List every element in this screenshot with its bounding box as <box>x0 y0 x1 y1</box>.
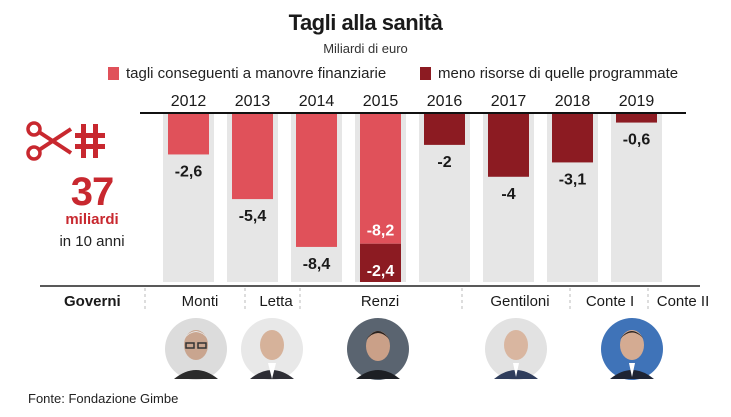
total-unit: miliardi <box>65 211 119 228</box>
chart-title: Tagli alla sanità <box>288 10 443 35</box>
year-label-2019: 2019 <box>619 93 655 110</box>
legend-label-less-resources: meno risorse di quelle programmate <box>438 65 679 82</box>
year-label-2015: 2015 <box>363 93 399 110</box>
source-note: Fonte: Fondazione Gimbe <box>28 391 179 406</box>
data-label-less-resources-2015: -2,4 <box>367 263 395 280</box>
portrait-conte <box>601 318 663 380</box>
bar-less-resources-2016 <box>424 113 465 145</box>
data-label-less-resources-2016: -2 <box>437 154 451 171</box>
bar-less-resources-2018 <box>552 113 593 163</box>
data-label-cuts-2012: -2,6 <box>175 163 203 180</box>
year-label-2017: 2017 <box>491 93 527 110</box>
government-gentiloni: Gentiloni <box>490 293 550 310</box>
year-label-2014: 2014 <box>299 93 335 110</box>
data-label-less-resources-2017: -4 <box>501 186 515 203</box>
bar-less-resources-2019 <box>616 113 657 123</box>
government-conte-ii: Conte II <box>656 293 710 310</box>
portrait-gentiloni <box>485 318 547 380</box>
year-label-2016: 2016 <box>427 93 463 110</box>
legend-label-cuts: tagli conseguenti a manovre finanziarie <box>126 65 387 82</box>
total-period: in 10 anni <box>59 233 125 250</box>
data-label-less-resources-2019: -0,6 <box>623 132 651 149</box>
year-label-2018: 2018 <box>555 93 591 110</box>
data-label-cuts-2013: -5,4 <box>239 208 267 225</box>
scissors-cross-icon <box>26 121 105 161</box>
legend-swatch-cuts <box>108 67 119 80</box>
governments-label: Governi <box>64 293 121 310</box>
legend-item-less-resources: meno risorse di quelle programmate <box>420 65 678 82</box>
bar-cuts-2012 <box>168 113 209 155</box>
bar-cuts-2013 <box>232 113 273 200</box>
portrait-renzi <box>347 318 409 380</box>
bar-less-resources-2015 <box>360 243 401 282</box>
bar-cuts-2015 <box>360 113 401 244</box>
year-label-2013: 2013 <box>235 93 271 110</box>
portrait-letta <box>241 318 303 380</box>
total-value: 37 <box>70 170 115 214</box>
government-letta: Letta <box>259 293 293 310</box>
year-label-2012: 2012 <box>171 93 207 110</box>
data-label-cuts-2014: -8,4 <box>303 256 331 273</box>
portrait-monti <box>165 318 227 380</box>
chart-subtitle: Miliardi di euro <box>323 41 408 56</box>
legend-swatch-less-resources <box>420 67 431 80</box>
government-renzi: Renzi <box>360 293 400 310</box>
bar-less-resources-2017 <box>488 113 529 177</box>
government-conte-i: Conte I <box>585 293 635 310</box>
bar-cuts-2014 <box>296 113 337 247</box>
bar-background-2019 <box>611 113 662 282</box>
data-label-less-resources-2018: -3,1 <box>559 171 587 188</box>
government-monti: Monti <box>181 293 219 310</box>
legend-item-cuts: tagli conseguenti a manovre finanziarie <box>108 65 386 82</box>
data-label-cuts-2015: -8,2 <box>367 223 395 240</box>
